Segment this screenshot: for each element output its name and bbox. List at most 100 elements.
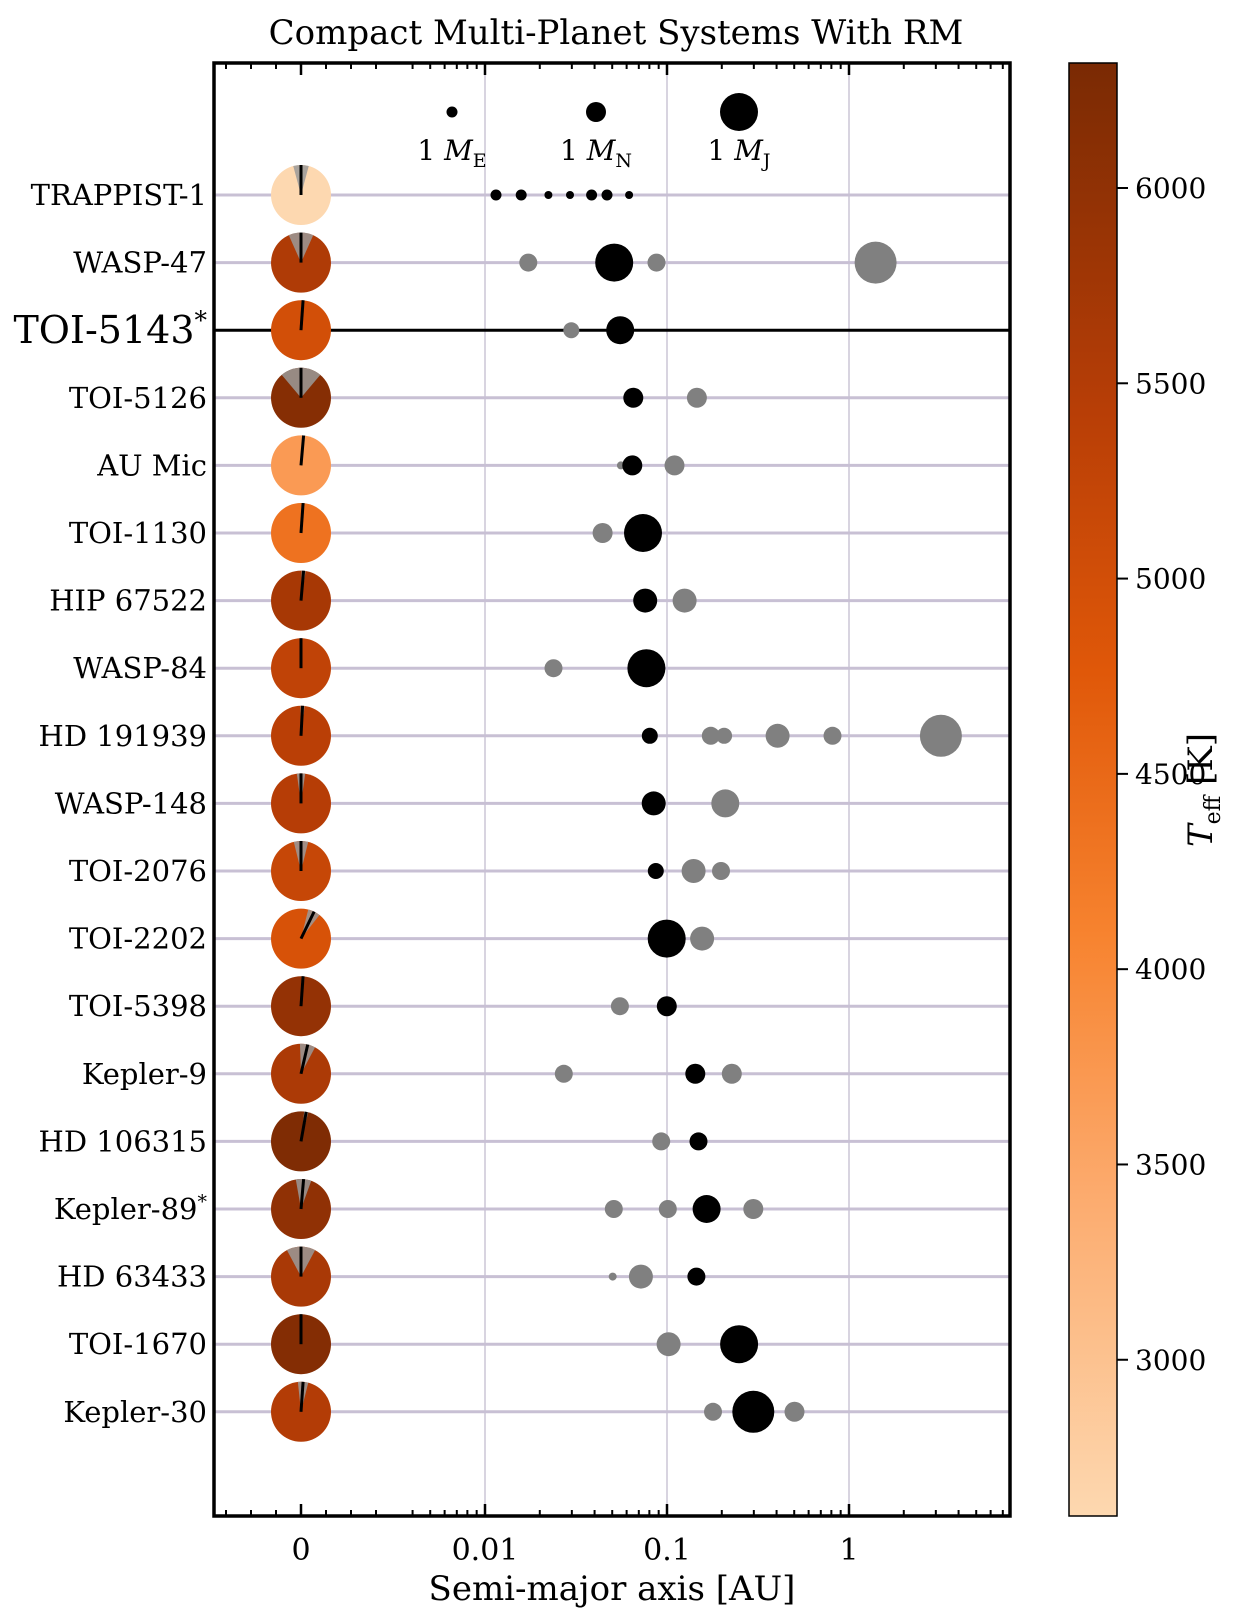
- planet-other: [701, 726, 720, 745]
- planet-other: [854, 241, 897, 284]
- system-label: TOI-1670: [69, 1327, 207, 1361]
- colorbar-label-unit: [K]: [1181, 733, 1221, 796]
- planet-measured: [606, 316, 635, 345]
- planet-measured: [586, 189, 598, 201]
- legend-label: 1 MJ: [707, 134, 770, 172]
- colorbar-label: Teff [K]: [1181, 733, 1226, 847]
- planet-measured: [647, 863, 664, 879]
- obliquity-line: [299, 300, 305, 331]
- planet-other: [658, 1200, 677, 1218]
- system-asterisk: *: [195, 306, 208, 335]
- system-label: Kepler-30: [63, 1395, 207, 1429]
- obliquity-line: [299, 1178, 306, 1210]
- rows-layer: [214, 193, 1010, 1414]
- obliquity-line: [299, 435, 306, 466]
- obliquity-line: [299, 570, 306, 601]
- system-label: Kepler-9: [82, 1057, 207, 1091]
- planet-other: [664, 455, 685, 476]
- planet-measured: [689, 1132, 708, 1151]
- system-label: TOI-1130: [69, 516, 207, 550]
- planet-other: [704, 1402, 722, 1421]
- legend-label-sub: N: [615, 150, 632, 172]
- planet-measured: [720, 1325, 759, 1364]
- colorbar-tick-label: 3000: [1135, 1344, 1206, 1377]
- system-name: WASP-47: [73, 246, 207, 280]
- planet-other: [765, 723, 790, 748]
- x-tick-label: 1: [839, 1533, 858, 1568]
- legend-label: 1 MN: [560, 134, 632, 172]
- system-label: TOI-5143*: [13, 306, 207, 352]
- colorbar-tick-label: 4500: [1135, 758, 1206, 791]
- legend-label-sub: J: [761, 150, 771, 172]
- planet-measured: [544, 191, 553, 199]
- planets-layer: [490, 189, 962, 1433]
- legend-label-symbol: M: [443, 134, 474, 167]
- obliquity-line: [299, 705, 305, 736]
- planet-other: [721, 1063, 742, 1084]
- planet-other: [656, 1332, 681, 1357]
- x-axis-label: Semi-major axis [AU]: [429, 1569, 796, 1609]
- planet-measured: [623, 387, 644, 408]
- planet-measured: [624, 514, 662, 552]
- planet-other: [592, 523, 613, 543]
- system-label: TRAPPIST-1: [31, 178, 207, 212]
- obliquity-line: [299, 1044, 310, 1075]
- system-name: HD 191939: [39, 719, 207, 753]
- planet-other: [712, 862, 730, 880]
- planet-measured: [692, 1195, 721, 1223]
- colorbar-tick-label: 3500: [1135, 1148, 1206, 1181]
- planet-other: [554, 1064, 573, 1083]
- legend-label-number: 1: [560, 134, 587, 167]
- system-name: AU Mic: [96, 448, 207, 482]
- system-name: TOI-5398: [69, 989, 207, 1023]
- planet-measured: [641, 791, 666, 816]
- planet-other: [610, 997, 629, 1016]
- system-label: TOI-2202: [69, 922, 207, 956]
- obliquity-line: [299, 976, 305, 1007]
- colorbar-label-sub: eff: [1201, 794, 1226, 824]
- x-tick-label: 0.1: [643, 1533, 691, 1568]
- colorbar: [1068, 62, 1118, 1517]
- planet-other: [681, 859, 706, 883]
- planet-other: [716, 727, 733, 744]
- system-label: TOI-5398: [69, 989, 207, 1023]
- planet-other: [743, 1199, 764, 1219]
- obliquity-line: [299, 910, 316, 940]
- system-name: HD 106315: [39, 1124, 207, 1158]
- planet-other: [686, 387, 707, 408]
- planet-other: [690, 926, 715, 951]
- planet-measured: [647, 919, 686, 958]
- system-name: WASP-84: [73, 651, 207, 685]
- colorbar-ticks: 3000 3500 4000 4500 5000 5500 6000: [1117, 172, 1206, 1377]
- colorbar-tick-label: 5500: [1135, 367, 1206, 400]
- planet-measured: [633, 588, 658, 613]
- planet-measured: [627, 649, 666, 688]
- planet-measured: [732, 1390, 775, 1433]
- chart-title: Compact Multi-Planet Systems With RM: [269, 13, 964, 53]
- x-tick-label: 0.01: [452, 1533, 519, 1568]
- planet-measured: [515, 189, 527, 201]
- colorbar-tick-label: 6000: [1135, 172, 1206, 205]
- planet-other: [628, 1264, 653, 1289]
- planet-measured: [625, 191, 634, 199]
- planet-other: [563, 322, 580, 339]
- system-name: TRAPPIST-1: [31, 178, 207, 212]
- system-name: TOI-1130: [69, 516, 207, 550]
- legend-label-number: 1: [707, 134, 734, 167]
- legend-label: 1 ME: [417, 134, 486, 172]
- system-label: WASP-148: [55, 786, 207, 820]
- stars-layer: [271, 164, 331, 1442]
- planet-other: [519, 253, 538, 272]
- system-label: HD 106315: [39, 1124, 207, 1158]
- planet-measured: [595, 243, 634, 282]
- planet-measured: [622, 455, 643, 476]
- system-label: WASP-47: [73, 246, 207, 280]
- system-name: TOI-1670: [69, 1327, 207, 1361]
- planet-other: [608, 1272, 617, 1281]
- planet-measured: [490, 189, 502, 201]
- system-label: HD 191939: [39, 719, 207, 753]
- planet-other: [711, 789, 740, 818]
- system-name: TOI-5143: [13, 308, 194, 352]
